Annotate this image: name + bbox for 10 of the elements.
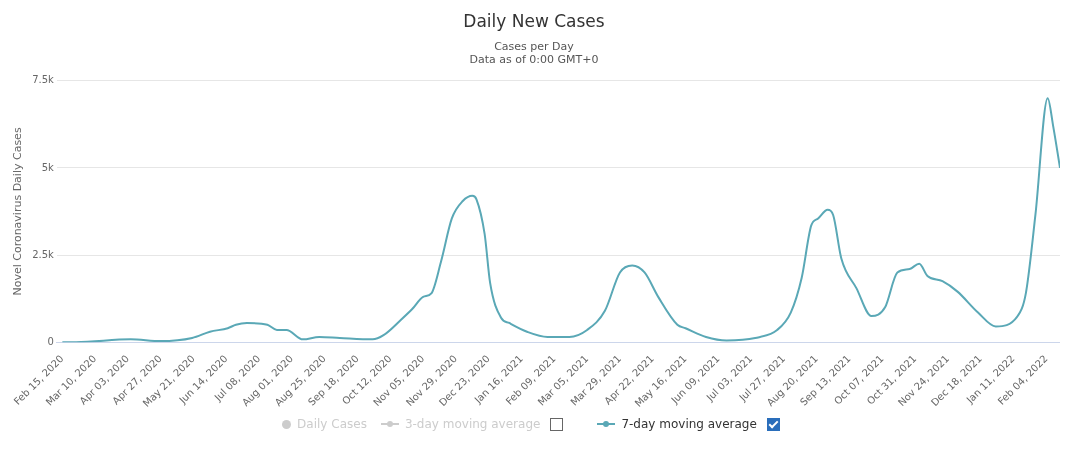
text: Data as of 0:00 GMT+0 [469,53,599,67]
y-tick-label: 2.5k [32,248,55,260]
y-tick-label: 0 [47,335,54,347]
chart-subtitle: Cases per Day [494,39,575,53]
y-axis-title: Novel Coronavirus Daily Cases [11,127,25,296]
y-tick-label: 5k [41,161,55,173]
line-series [61,97,1060,343]
y-tick-label: 7.5k [32,74,55,86]
chart-title: Daily New Cases [463,10,605,31]
legend-label: 7-day moving average [621,417,757,431]
